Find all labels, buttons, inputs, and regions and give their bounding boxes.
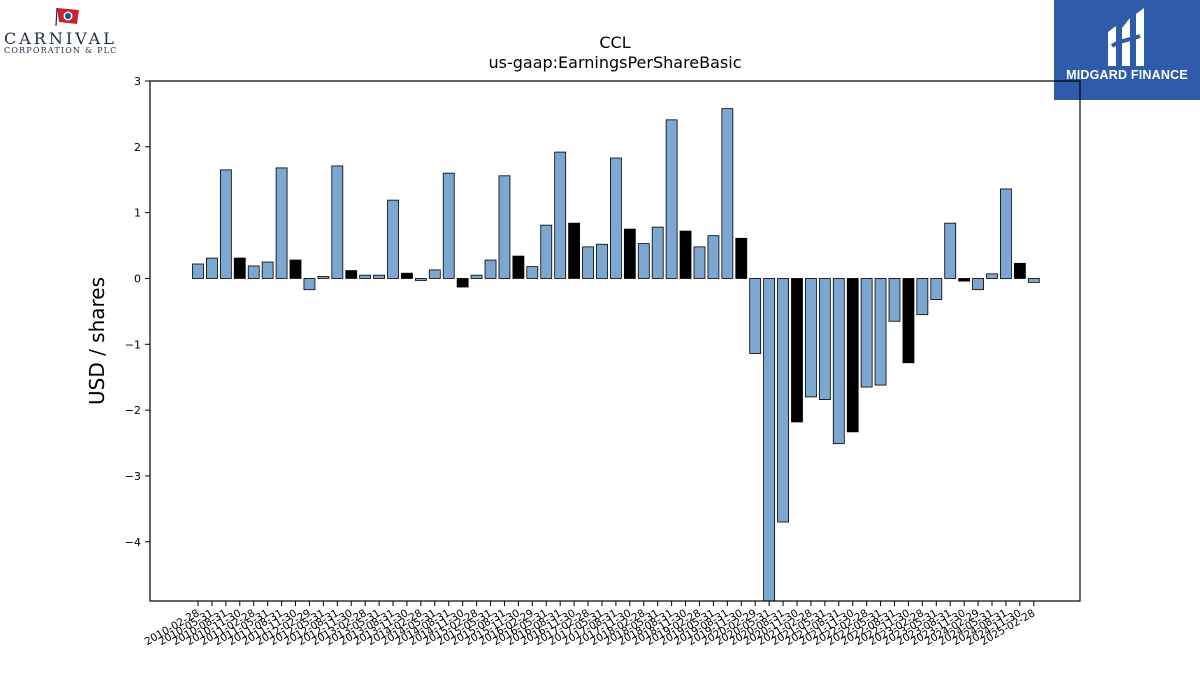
- bar-2012-02-29: [303, 278, 316, 291]
- bar-2018-02-28: [637, 243, 650, 279]
- bar-2015-11-30: [512, 255, 525, 279]
- bar-2023-08-31: [944, 222, 957, 279]
- bar-2017-02-28: [582, 246, 594, 279]
- bar-2010-02-28: [192, 263, 204, 279]
- bar-2010-08-31: [219, 169, 232, 279]
- bar-2018-05-31: [651, 226, 664, 279]
- midgard-finance-logo: MIDGARD FINANCE: [1054, 0, 1200, 100]
- bar-2019-02-28: [693, 246, 706, 279]
- bar-2021-08-31: [832, 278, 845, 445]
- bar-2015-08-31: [498, 175, 511, 279]
- y-ticks-group: 3 2 1 0 −1 −2 −3 −4: [125, 75, 150, 549]
- bar-2019-08-31: [721, 108, 734, 279]
- bar-2024-02-29: [972, 278, 984, 291]
- bar-2015-02-28: [470, 274, 483, 279]
- y-axis-label: USD / shares: [85, 277, 109, 405]
- bar-2017-11-30: [623, 228, 636, 279]
- bar-2020-05-31: [763, 278, 776, 602]
- bar-2011-08-31: [275, 167, 288, 279]
- bar-2019-05-31: [707, 235, 720, 279]
- x-ticks-group: 2010-02-282010-05-312010-08-312010-11-30…: [143, 601, 1037, 648]
- y-tick-label: 2: [134, 141, 141, 154]
- bar-2011-05-31: [261, 261, 274, 279]
- chart-subtitle: us-gaap:EarningsPerShareBasic: [488, 53, 741, 72]
- y-tick-label: 1: [134, 207, 141, 220]
- midgard-mark-icon: [1108, 8, 1144, 66]
- plot-frame: [149, 80, 1081, 602]
- bar-2013-05-31: [373, 274, 385, 279]
- bar-2013-02-28: [359, 274, 372, 279]
- bar-2014-05-31: [428, 269, 441, 279]
- bar-2021-02-28: [805, 278, 817, 398]
- bar-2016-05-31: [540, 224, 553, 279]
- bar-2014-11-30: [456, 278, 469, 288]
- bars-group: [192, 108, 1040, 602]
- y-tick-label: 3: [134, 75, 141, 88]
- bar-2010-05-31: [206, 257, 218, 279]
- carnival-logo: CARNIVAL CORPORATION & PLC: [0, 0, 140, 62]
- midgard-name-text: MIDGARD FINANCE: [1066, 68, 1188, 82]
- bar-2024-11-30: [1013, 262, 1026, 279]
- bar-2014-08-31: [442, 172, 455, 279]
- bar-2018-11-30: [679, 230, 692, 279]
- bar-2022-08-31: [888, 278, 901, 322]
- bar-2020-11-30: [791, 278, 803, 423]
- y-tick-label: −2: [125, 404, 141, 417]
- bar-2022-05-31: [874, 278, 887, 386]
- bar-2013-08-31: [387, 199, 399, 279]
- bar-2024-08-31: [1000, 188, 1012, 279]
- y-tick-label: −3: [125, 470, 141, 483]
- bar-2018-08-31: [665, 119, 678, 279]
- bar-2019-11-30: [735, 237, 748, 279]
- bar-2021-05-31: [818, 278, 831, 400]
- bar-2012-05-31: [317, 276, 330, 279]
- y-tick-label: −4: [125, 536, 141, 549]
- bar-2011-02-28: [247, 265, 260, 279]
- bar-2017-05-31: [596, 243, 608, 279]
- bar-2013-11-30: [401, 272, 413, 279]
- bar-2016-02-29: [526, 266, 539, 279]
- bar-2014-02-28: [414, 278, 427, 281]
- carnival-brand-text: CARNIVAL: [4, 29, 117, 48]
- chart-title: CCL: [599, 33, 630, 52]
- bar-2017-08-31: [610, 157, 622, 279]
- carnival-flag-icon: [55, 7, 79, 27]
- y-tick-label: −1: [125, 338, 141, 351]
- bar-2012-11-30: [345, 270, 358, 279]
- bar-2020-02-29: [749, 278, 762, 354]
- bar-2024-05-31: [986, 273, 998, 279]
- carnival-subtitle-text: CORPORATION & PLC: [4, 46, 118, 55]
- bar-2023-11-30: [958, 278, 971, 282]
- y-tick-label: 0: [134, 272, 141, 285]
- bar-2016-11-30: [568, 222, 581, 279]
- bar-2011-11-30: [289, 259, 302, 279]
- bar-2015-05-31: [484, 259, 497, 279]
- bar-2023-05-31: [930, 278, 943, 300]
- bar-2012-08-31: [331, 165, 344, 279]
- bar-2022-02-28: [860, 278, 873, 388]
- bar-2016-08-31: [554, 151, 567, 279]
- bar-2010-11-30: [233, 257, 246, 279]
- bar-2023-02-28: [916, 278, 929, 316]
- bar-2020-08-31: [777, 278, 789, 523]
- bar-2022-11-30: [902, 278, 915, 364]
- bar-2021-11-30: [846, 278, 859, 433]
- bar-2025-02-28: [1027, 278, 1040, 283]
